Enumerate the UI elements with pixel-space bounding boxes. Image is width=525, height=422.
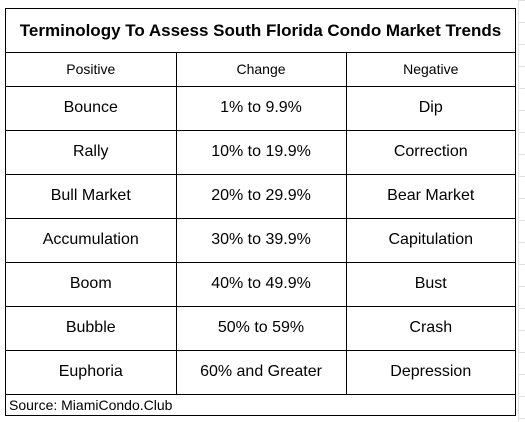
header-positive: Positive (6, 53, 177, 87)
header-row: Positive Change Negative (6, 53, 515, 87)
table-row: Boom 40% to 49.9% Bust (6, 262, 515, 307)
table-title: Terminology To Assess South Florida Cond… (6, 9, 515, 53)
change-cell: 50% to 59% (176, 306, 347, 351)
source-note: Source: MiamiCondo.Club (9, 397, 173, 413)
table-row: Bull Market 20% to 29.9% Bear Market (6, 174, 515, 219)
positive-cell: Euphoria (6, 350, 177, 395)
change-cell: 60% and Greater (176, 350, 347, 395)
positive-cell: Accumulation (6, 218, 177, 263)
negative-cell: Correction (346, 130, 515, 175)
table-row: Rally 10% to 19.9% Correction (6, 130, 515, 175)
change-cell: 1% to 9.9% (176, 86, 347, 131)
header-change: Change (176, 53, 347, 87)
table-row: Accumulation 30% to 39.9% Capitulation (6, 218, 515, 263)
change-cell: 10% to 19.9% (176, 130, 347, 175)
spreadsheet-gridlines (518, 0, 525, 422)
negative-cell: Capitulation (346, 218, 515, 263)
positive-cell: Bubble (6, 306, 177, 351)
terminology-table-frame: Terminology To Assess South Florida Cond… (5, 8, 516, 416)
negative-cell: Bust (346, 262, 515, 307)
negative-cell: Bear Market (346, 174, 515, 219)
change-cell: 40% to 49.9% (176, 262, 347, 307)
positive-cell: Bounce (6, 86, 177, 131)
terminology-table: Positive Change Negative Bounce 1% to 9.… (6, 53, 515, 395)
positive-cell: Bull Market (6, 174, 177, 219)
change-cell: 30% to 39.9% (176, 218, 347, 263)
table-row: Bounce 1% to 9.9% Dip (6, 86, 515, 131)
negative-cell: Crash (346, 306, 515, 351)
change-cell: 20% to 29.9% (176, 174, 347, 219)
table-row: Bubble 50% to 59% Crash (6, 306, 515, 351)
positive-cell: Boom (6, 262, 177, 307)
header-negative: Negative (346, 53, 515, 87)
negative-cell: Dip (346, 86, 515, 131)
table-row: Euphoria 60% and Greater Depression (6, 350, 515, 395)
negative-cell: Depression (346, 350, 515, 395)
positive-cell: Rally (6, 130, 177, 175)
